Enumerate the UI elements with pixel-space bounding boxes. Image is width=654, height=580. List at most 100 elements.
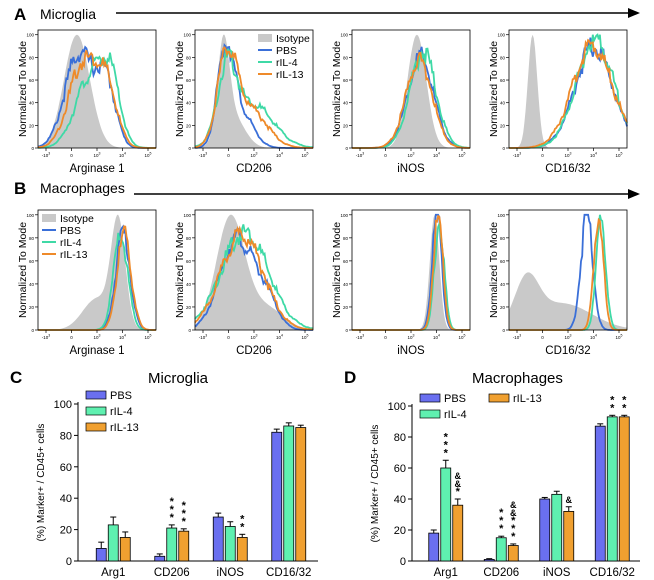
significance-glyph: *	[444, 439, 449, 451]
panel-a-arrowhead	[628, 8, 640, 18]
histogram-b-3-pbs-line	[352, 213, 470, 331]
panel-a-letter: A	[14, 5, 26, 24]
histogram-ytick-label: 60	[29, 259, 35, 264]
significance-glyph: *	[610, 394, 615, 406]
histogram-ytick-label: 40	[29, 282, 35, 287]
histogram-xtick-label: 105	[302, 334, 309, 341]
legend-a-label-ril4: rIL-4	[276, 57, 298, 69]
histogram-ytick-label: 100	[26, 213, 34, 218]
histogram-xtick-exponent: 3	[362, 152, 364, 156]
significance-glyph: *	[240, 521, 245, 533]
histogram-xtick-label: 105	[616, 334, 623, 341]
histogram-ytick-label: 0	[345, 328, 348, 333]
significance-glyph: *	[511, 515, 516, 527]
legend-b-label-pbs: PBS	[60, 225, 81, 237]
bar-c-arg1-ril13	[119, 537, 131, 562]
histogram-b-1: 100 80 60 40 20 0 -103 0 103 104 105 Normalized To …	[17, 209, 157, 357]
histogram-xtick-exponent: 3	[99, 152, 101, 156]
significance-mark: &&***	[510, 500, 517, 543]
histogram-b-3-isotype-area	[352, 214, 470, 330]
significance-glyph: *	[182, 516, 187, 528]
histogram-xtick-exponent: 4	[595, 334, 597, 338]
histogram-ytick-label: 80	[500, 236, 506, 241]
significance-mark: **	[240, 513, 245, 533]
histogram-xtick-label: 0	[384, 335, 387, 340]
bar-c-inos-pbs	[212, 516, 224, 562]
histogram-xtick-label: 103	[408, 152, 415, 159]
panel-c-title: Microglia	[148, 370, 209, 387]
panel-d-letter: D	[344, 368, 356, 387]
histogram-xtick-label: 104	[433, 334, 440, 341]
histogram-xtick-exponent: 4	[438, 334, 440, 338]
histogram-xtick-exponent: 4	[281, 334, 283, 338]
bar-legend-d-swatch	[419, 409, 441, 419]
bar-chart-c-ytick-label: 80	[60, 430, 72, 442]
histogram-xtick-label: 103	[408, 334, 415, 341]
significance-glyph: *	[511, 523, 516, 535]
histogram-xtick-label: 103	[565, 334, 572, 341]
bar-d-inos-ril13	[563, 510, 575, 562]
histogram-xtick-exponent: 3	[256, 152, 258, 156]
histogram-ytick-label: 20	[343, 305, 349, 310]
histogram-xtick-exponent: 5	[464, 334, 466, 338]
panel-a: A Microglia	[14, 5, 640, 24]
bar-d-inos-ril4	[551, 493, 563, 562]
histogram-b-4-isotype-area	[509, 272, 627, 330]
histogram-xtick-exponent: 5	[150, 334, 152, 338]
histogram-xtick-exponent: 3	[413, 152, 415, 156]
histogram-xtick-label: 0	[227, 335, 230, 340]
bar-c-cd1632-ril4	[283, 425, 295, 562]
histogram-ytick-label: 100	[497, 213, 505, 218]
histogram-ytick-label: 100	[26, 33, 34, 38]
histogram-xtick-label: 104	[433, 152, 440, 159]
histogram-xtick-exponent: 4	[124, 334, 126, 338]
bar-chart-c-ytick-label: 0	[66, 556, 72, 568]
histogram-xtick-label: 105	[459, 152, 466, 159]
histogram-xtick-exponent: 5	[307, 334, 309, 338]
significance-glyph: *	[240, 513, 245, 525]
histogram-ylabel: Normalized To Mode	[17, 222, 29, 318]
bar-chart-c-ytick-label: 60	[60, 462, 72, 474]
histogram-xlabel: Arginase 1	[70, 345, 125, 357]
histogram-xtick-exponent: 3	[205, 152, 207, 156]
histogram-xtick-exponent: 3	[570, 152, 572, 156]
bar-legend-c-label: rIL-4	[110, 406, 133, 418]
histogram-xtick-exponent: 4	[595, 152, 597, 156]
histogram-xtick-label: 104	[590, 152, 597, 159]
significance-mark: ***	[170, 496, 175, 524]
histogram-xtick-exponent: 4	[438, 152, 440, 156]
histogram-ytick-label: 60	[186, 259, 192, 264]
bar-chart-c-category-label: iNOS	[217, 567, 245, 579]
bar-chart-d-ytick-label: 60	[394, 463, 406, 475]
histogram-ytick-label: 60	[343, 78, 349, 83]
bar-chart-d-ylabel: (%) Marker+ / CD45+ cells	[370, 425, 381, 543]
histogram-ytick-label: 60	[29, 78, 35, 83]
histogram-xtick-label: -103	[199, 334, 208, 341]
bar-c-inos-ril13	[236, 537, 248, 562]
histogram-b-4: 100 80 60 40 20 0 -103 0 103 104 105 Normalized To …	[488, 209, 628, 357]
significance-glyph: *	[170, 512, 175, 524]
significance-mark: &&*	[455, 471, 462, 498]
bar-d-cd206-pbs	[483, 559, 495, 562]
histogram-a-1-ril13-line	[37, 50, 156, 149]
histogram-ylabel: Normalized To Mode	[17, 41, 29, 137]
bar-d-arg1-ril4	[440, 467, 452, 562]
histogram-xlabel: iNOS	[397, 345, 425, 357]
histogram-a-1: 100 80 60 40 20 0 -103 0 103 104 105 Normalized To …	[17, 29, 157, 175]
bar-d-cd1632-ril13	[618, 416, 630, 562]
histogram-xtick-label: 104	[119, 334, 126, 341]
histogram-b-3: 100 80 60 40 20 0 -103 0 103 104 105 Normalized To …	[331, 209, 471, 357]
histogram-ytick-label: 0	[502, 146, 505, 151]
histogram-ytick-label: 60	[343, 259, 349, 264]
histogram-ytick-label: 60	[500, 78, 506, 83]
histogram-b-3-ril4-line	[352, 220, 470, 331]
histogram-ytick-label: 80	[500, 55, 506, 60]
panel-c: C Microglia	[10, 368, 209, 387]
histogram-ylabel: Normalized To Mode	[488, 41, 500, 137]
bar-legend-d-label: rIL-4	[444, 409, 467, 421]
significance-glyph: *	[170, 504, 175, 516]
histogram-xtick-label: -103	[356, 152, 365, 159]
histogram-xtick-label: 0	[70, 335, 73, 340]
bar-chart-d-ytick-label: 40	[394, 494, 406, 506]
